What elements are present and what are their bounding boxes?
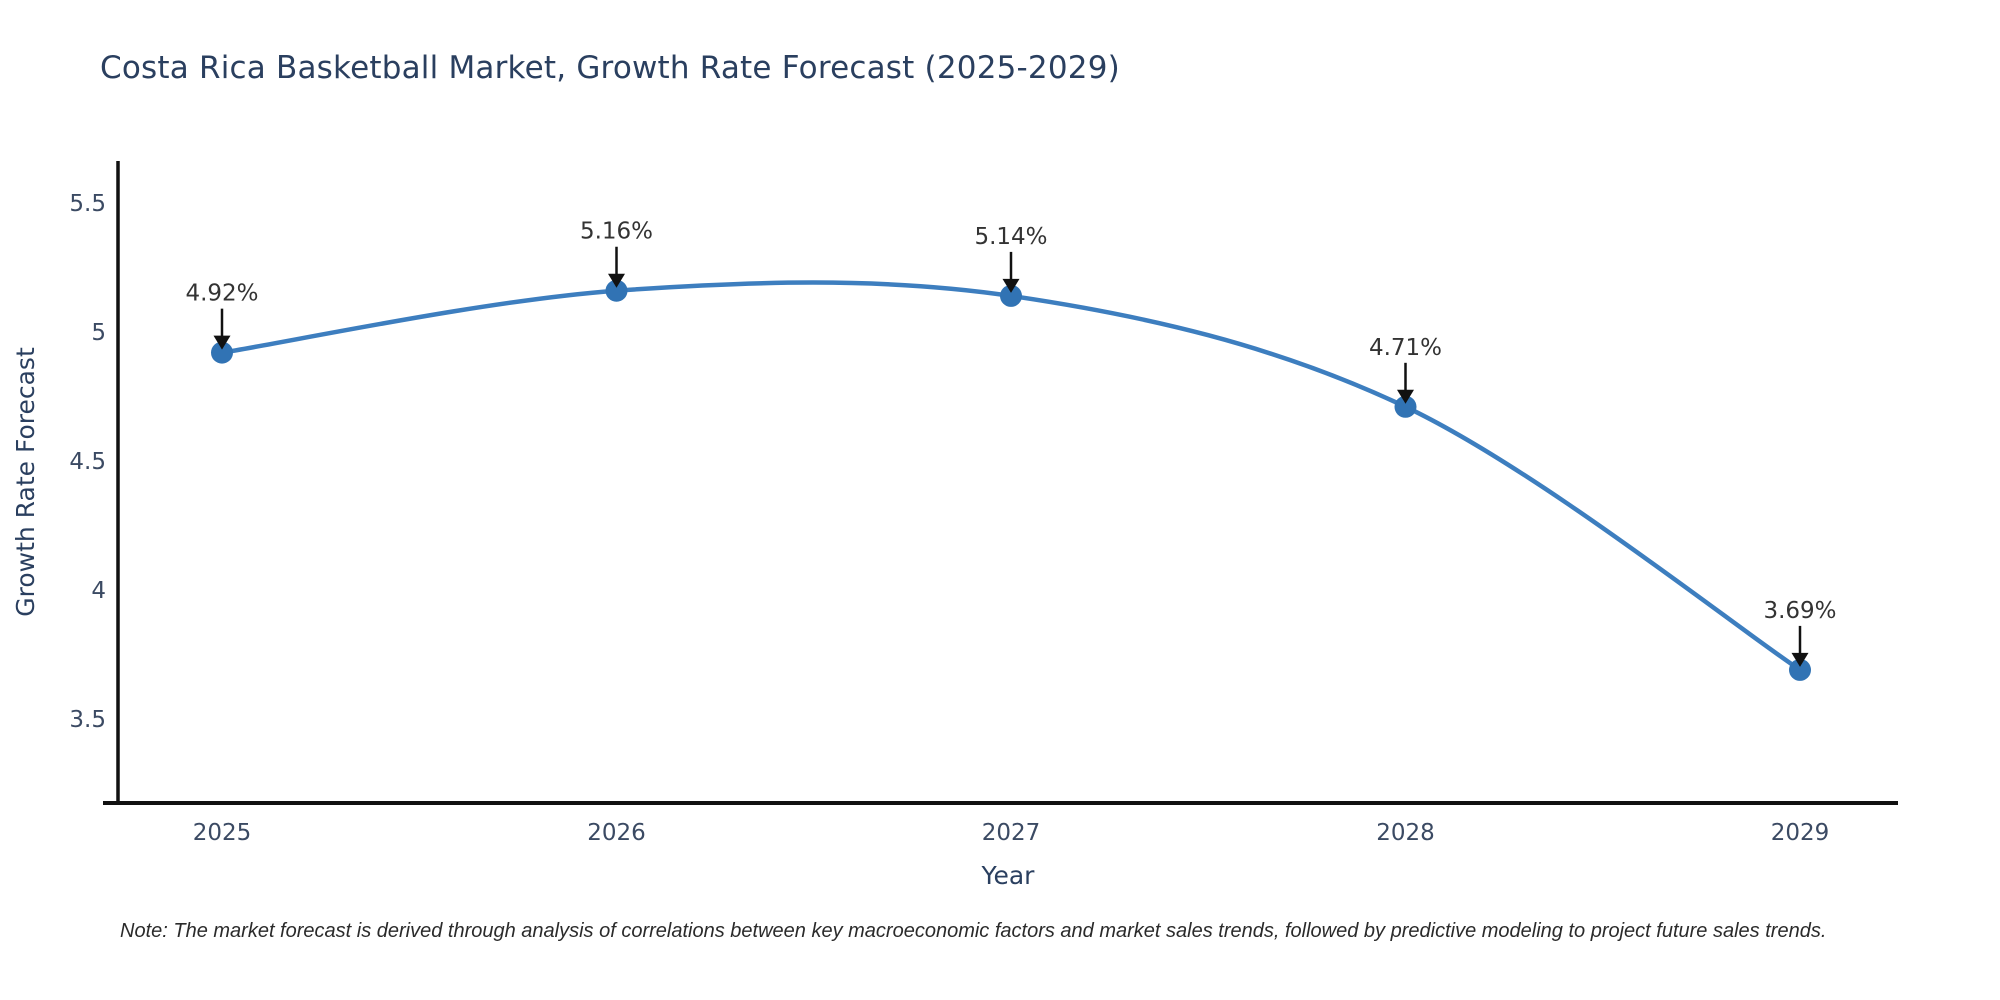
chart-title: Costa Rica Basketball Market, Growth Rat… bbox=[100, 50, 1120, 86]
data-point-marker bbox=[605, 279, 628, 302]
data-point-marker bbox=[1394, 395, 1417, 418]
data-point-label: 5.14% bbox=[974, 224, 1047, 250]
x-axis-title: Year bbox=[981, 861, 1036, 890]
y-tick-label: 4.5 bbox=[69, 449, 106, 475]
data-point-label: 4.92% bbox=[185, 281, 258, 307]
data-point-marker bbox=[1000, 284, 1022, 307]
y-tick-label: 3.5 bbox=[69, 707, 106, 733]
annotation-arrowhead bbox=[213, 335, 231, 350]
x-tick-label: 2028 bbox=[1376, 820, 1435, 846]
annotation-arrowhead bbox=[1002, 278, 1020, 293]
y-tick-label: 5.5 bbox=[69, 191, 106, 217]
data-point-label: 4.71% bbox=[1369, 335, 1442, 361]
series-line bbox=[219, 280, 1803, 673]
y-tick-label: 5 bbox=[91, 320, 106, 346]
x-tick-label: 2026 bbox=[587, 820, 646, 846]
data-point-marker bbox=[211, 341, 233, 364]
annotation-arrowhead bbox=[608, 273, 625, 288]
annotation-arrowhead bbox=[1791, 652, 1809, 667]
y-tick-label: 4 bbox=[91, 578, 106, 604]
x-tick-label: 2029 bbox=[1771, 820, 1830, 846]
data-point-label: 5.16% bbox=[580, 219, 653, 245]
footnote: Note: The market forecast is derived thr… bbox=[120, 920, 1827, 942]
data-point-label: 3.69% bbox=[1763, 598, 1836, 624]
y-axis-title: Growth Rate Forecast bbox=[11, 347, 40, 617]
data-point-marker bbox=[1789, 658, 1811, 681]
x-tick-label: 2025 bbox=[193, 820, 252, 846]
annotation-arrowhead bbox=[1397, 389, 1414, 404]
x-tick-label: 2027 bbox=[982, 820, 1041, 846]
